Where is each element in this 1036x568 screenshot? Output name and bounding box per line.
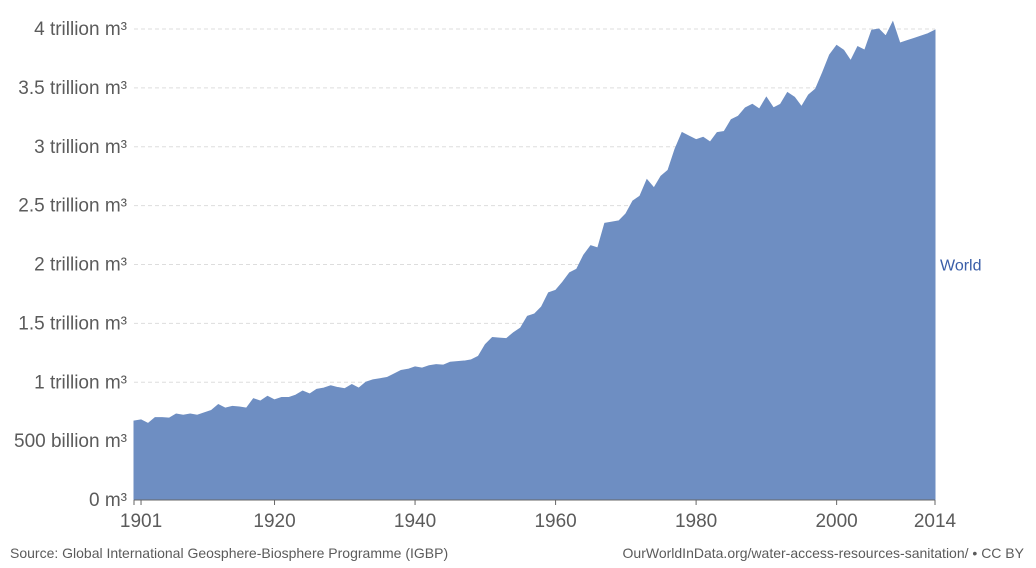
x-tick-label: 1980	[675, 511, 717, 532]
y-tick-label: 2.5 trillion m³	[18, 196, 127, 217]
tick-labels: 0 m³ 500 billion m³ 1 trillion m³ 1.5 trill…	[14, 19, 982, 532]
y-tick-label: 500 billion m³	[14, 431, 127, 452]
y-tick-label: 3 trillion m³	[34, 137, 127, 158]
x-tick-label: 1901	[120, 511, 162, 532]
area-series	[133, 20, 936, 501]
axes	[133, 499, 936, 505]
x-tick-label: 1960	[534, 511, 576, 532]
source-url-link[interactable]: OurWorldInData.org/water-access-resource…	[622, 545, 1024, 561]
y-tick-label: 2 trillion m³	[34, 255, 127, 276]
y-tick-label: 0 m³	[89, 490, 127, 511]
x-tick-label: 1920	[253, 511, 295, 532]
source-note: Source: Global International Geosphere-B…	[10, 545, 449, 561]
series-label: World	[940, 258, 982, 275]
y-tick-label: 4 trillion m³	[34, 19, 127, 40]
series-area-world	[133, 20, 936, 501]
y-tick-label: 1 trillion m³	[34, 372, 127, 393]
y-tick-label: 3.5 trillion m³	[18, 78, 127, 99]
x-tick-label: 2000	[815, 511, 857, 532]
y-tick-label: 1.5 trillion m³	[18, 313, 127, 334]
x-tick-label: 2014	[914, 511, 957, 532]
x-tick-label: 1940	[394, 511, 436, 532]
